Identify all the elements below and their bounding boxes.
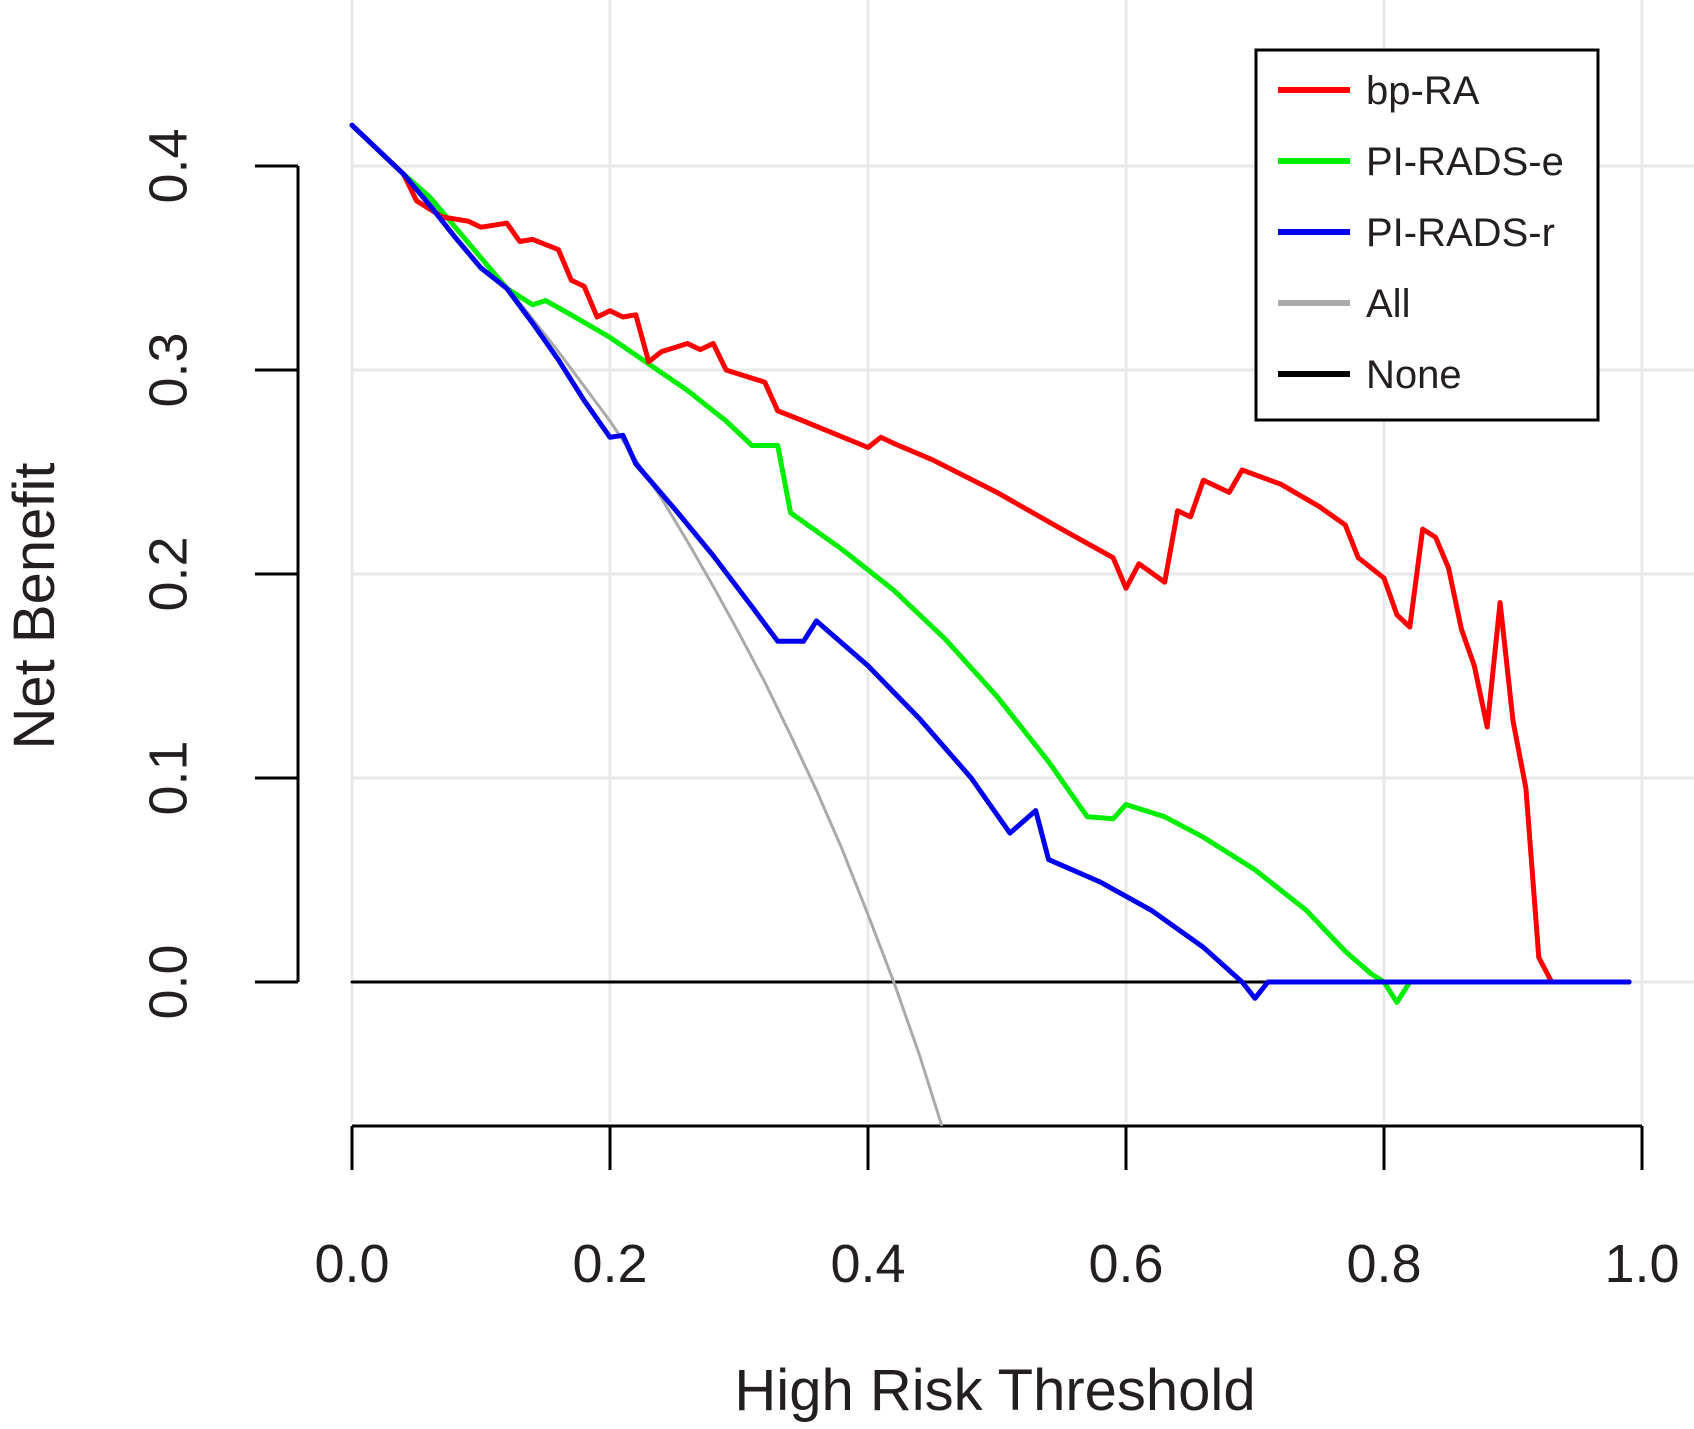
series-line-all xyxy=(350,123,943,1126)
series-lines xyxy=(349,122,1632,1126)
y-tick-label-4: 0.4 xyxy=(138,128,198,203)
x-tick-label-1: 0.2 xyxy=(572,1234,647,1294)
legend-label-pi-rads-r: PI-RADS-r xyxy=(1366,211,1555,255)
legend: bp-RA PI-RADS-e PI-RADS-r All None xyxy=(1254,48,1600,422)
series-line-pi-rads-e xyxy=(349,122,1632,1005)
series-line-pi-rads-r xyxy=(349,122,1632,1001)
x-tick-label-4: 0.8 xyxy=(1346,1234,1421,1294)
y-tick-label-1: 0.1 xyxy=(138,740,198,815)
y-tick-label-2: 0.2 xyxy=(138,536,198,611)
y-tick-label-3: 0.3 xyxy=(138,332,198,407)
axes: 0.0 0.1 0.2 0.3 0.4 0.0 0.2 0.4 0.6 0.8 1.0 xyxy=(138,128,1679,1294)
x-tick-label-3: 0.6 xyxy=(1088,1234,1163,1294)
legend-label-all: All xyxy=(1366,282,1410,326)
x-tick-label-2: 0.4 xyxy=(830,1234,905,1294)
x-tick-label-5: 1.0 xyxy=(1604,1234,1679,1294)
x-tick-label-0: 0.0 xyxy=(314,1234,389,1294)
y-tick-label-0: 0.0 xyxy=(138,944,198,1019)
legend-label-pi-rads-e: PI-RADS-e xyxy=(1366,140,1564,184)
x-axis-title: High Risk Threshold xyxy=(734,1358,1255,1423)
y-axis-title: Net Benefit xyxy=(2,463,67,750)
series-line-bp-ra xyxy=(349,122,1632,985)
legend-label-none: None xyxy=(1366,353,1462,397)
legend-label-bp-ra: bp-RA xyxy=(1366,69,1480,113)
